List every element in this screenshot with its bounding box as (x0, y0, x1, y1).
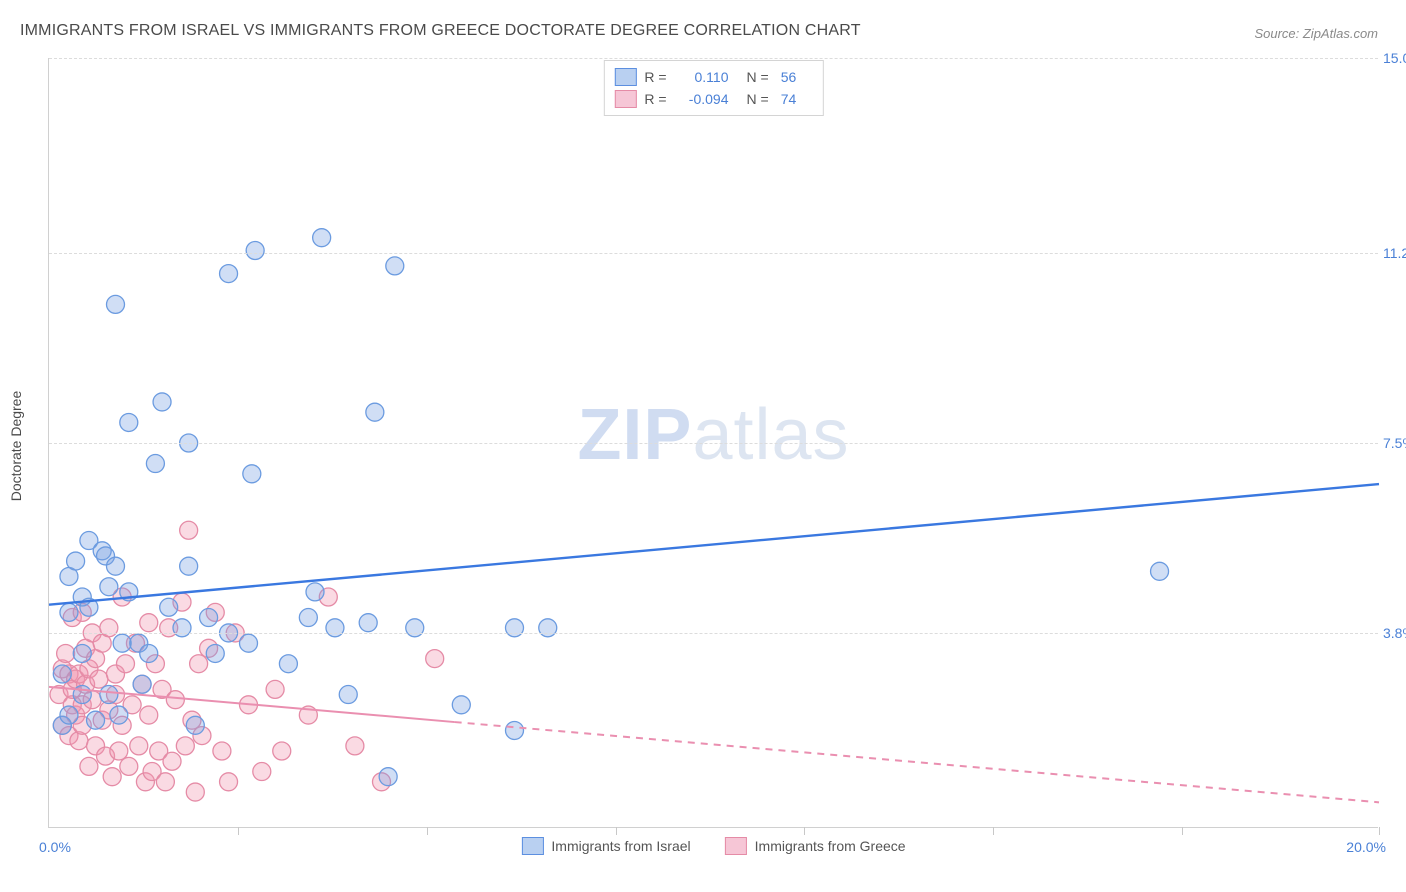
data-point (140, 614, 158, 632)
data-point (186, 716, 204, 734)
data-point (190, 655, 208, 673)
data-point (103, 768, 121, 786)
data-point (100, 619, 118, 637)
x-tick (427, 827, 428, 835)
source-attribution: Source: ZipAtlas.com (1254, 26, 1378, 41)
data-point (426, 650, 444, 668)
data-point (176, 737, 194, 755)
data-point (67, 552, 85, 570)
series-legend-israel: Immigrants from Israel (521, 837, 690, 855)
data-point (206, 644, 224, 662)
data-point (406, 619, 424, 637)
x-tick (804, 827, 805, 835)
x-tick (993, 827, 994, 835)
data-point (100, 578, 118, 596)
data-point (220, 265, 238, 283)
x-tick (1182, 827, 1183, 835)
series-legend-greece: Immigrants from Greece (725, 837, 906, 855)
y-tick-label: 7.5% (1383, 435, 1406, 451)
data-point (160, 598, 178, 616)
data-point (539, 619, 557, 637)
legend-swatch-israel (521, 837, 543, 855)
data-point (60, 603, 78, 621)
gridline (49, 443, 1378, 444)
data-point (110, 706, 128, 724)
x-tick (616, 827, 617, 835)
x-min-label: 0.0% (39, 839, 71, 855)
data-point (140, 644, 158, 662)
data-point (156, 773, 174, 791)
data-point (180, 521, 198, 539)
data-point (80, 757, 98, 775)
data-point (90, 670, 108, 688)
plot-area: ZIPatlas R = 0.110 N = 56 R = -0.094 N =… (48, 58, 1378, 828)
x-max-label: 20.0% (1346, 839, 1386, 855)
y-axis-title: Doctorate Degree (8, 391, 24, 502)
data-point (386, 257, 404, 275)
y-tick-label: 11.2% (1383, 245, 1406, 261)
data-point (346, 737, 364, 755)
data-point (313, 229, 331, 247)
data-point (452, 696, 470, 714)
data-point (220, 773, 238, 791)
data-point (240, 634, 258, 652)
data-point (253, 763, 271, 781)
data-point (279, 655, 297, 673)
data-point (133, 675, 151, 693)
series-name-greece: Immigrants from Greece (755, 838, 906, 854)
series-legend: Immigrants from Israel Immigrants from G… (521, 837, 905, 855)
data-point (506, 619, 524, 637)
data-point (163, 752, 181, 770)
data-point (100, 686, 118, 704)
x-tick (238, 827, 239, 835)
data-point (120, 413, 138, 431)
data-point (306, 583, 324, 601)
series-name-israel: Immigrants from Israel (551, 838, 690, 854)
data-point (87, 711, 105, 729)
gridline (49, 58, 1378, 59)
data-point (243, 465, 261, 483)
data-point (113, 634, 131, 652)
data-point (200, 609, 218, 627)
data-point (366, 403, 384, 421)
data-point (326, 619, 344, 637)
data-point (153, 393, 171, 411)
data-point (130, 737, 148, 755)
y-tick-label: 3.8% (1383, 625, 1406, 641)
data-point (506, 721, 524, 739)
x-tick (1379, 827, 1380, 835)
data-point (299, 609, 317, 627)
chart-title: IMMIGRANTS FROM ISRAEL VS IMMIGRANTS FRO… (20, 22, 861, 40)
data-point (73, 644, 91, 662)
data-point (140, 706, 158, 724)
y-tick-label: 15.0% (1383, 50, 1406, 66)
data-point (246, 242, 264, 260)
data-point (339, 686, 357, 704)
data-point (60, 706, 78, 724)
legend-swatch-greece (725, 837, 747, 855)
data-point (116, 655, 134, 673)
data-point (146, 455, 164, 473)
data-point (273, 742, 291, 760)
data-point (1151, 562, 1169, 580)
data-point (110, 742, 128, 760)
data-point (359, 614, 377, 632)
data-point (173, 619, 191, 637)
trend-line (49, 484, 1379, 605)
data-point (266, 680, 284, 698)
gridline (49, 253, 1378, 254)
trend-line-dashed (455, 722, 1379, 802)
data-point (166, 691, 184, 709)
data-point (53, 665, 71, 683)
data-point (379, 768, 397, 786)
data-point (213, 742, 231, 760)
data-point (107, 295, 125, 313)
gridline (49, 633, 1378, 634)
data-point (57, 644, 75, 662)
data-point (120, 757, 138, 775)
data-point (107, 557, 125, 575)
data-point (180, 557, 198, 575)
data-point (186, 783, 204, 801)
